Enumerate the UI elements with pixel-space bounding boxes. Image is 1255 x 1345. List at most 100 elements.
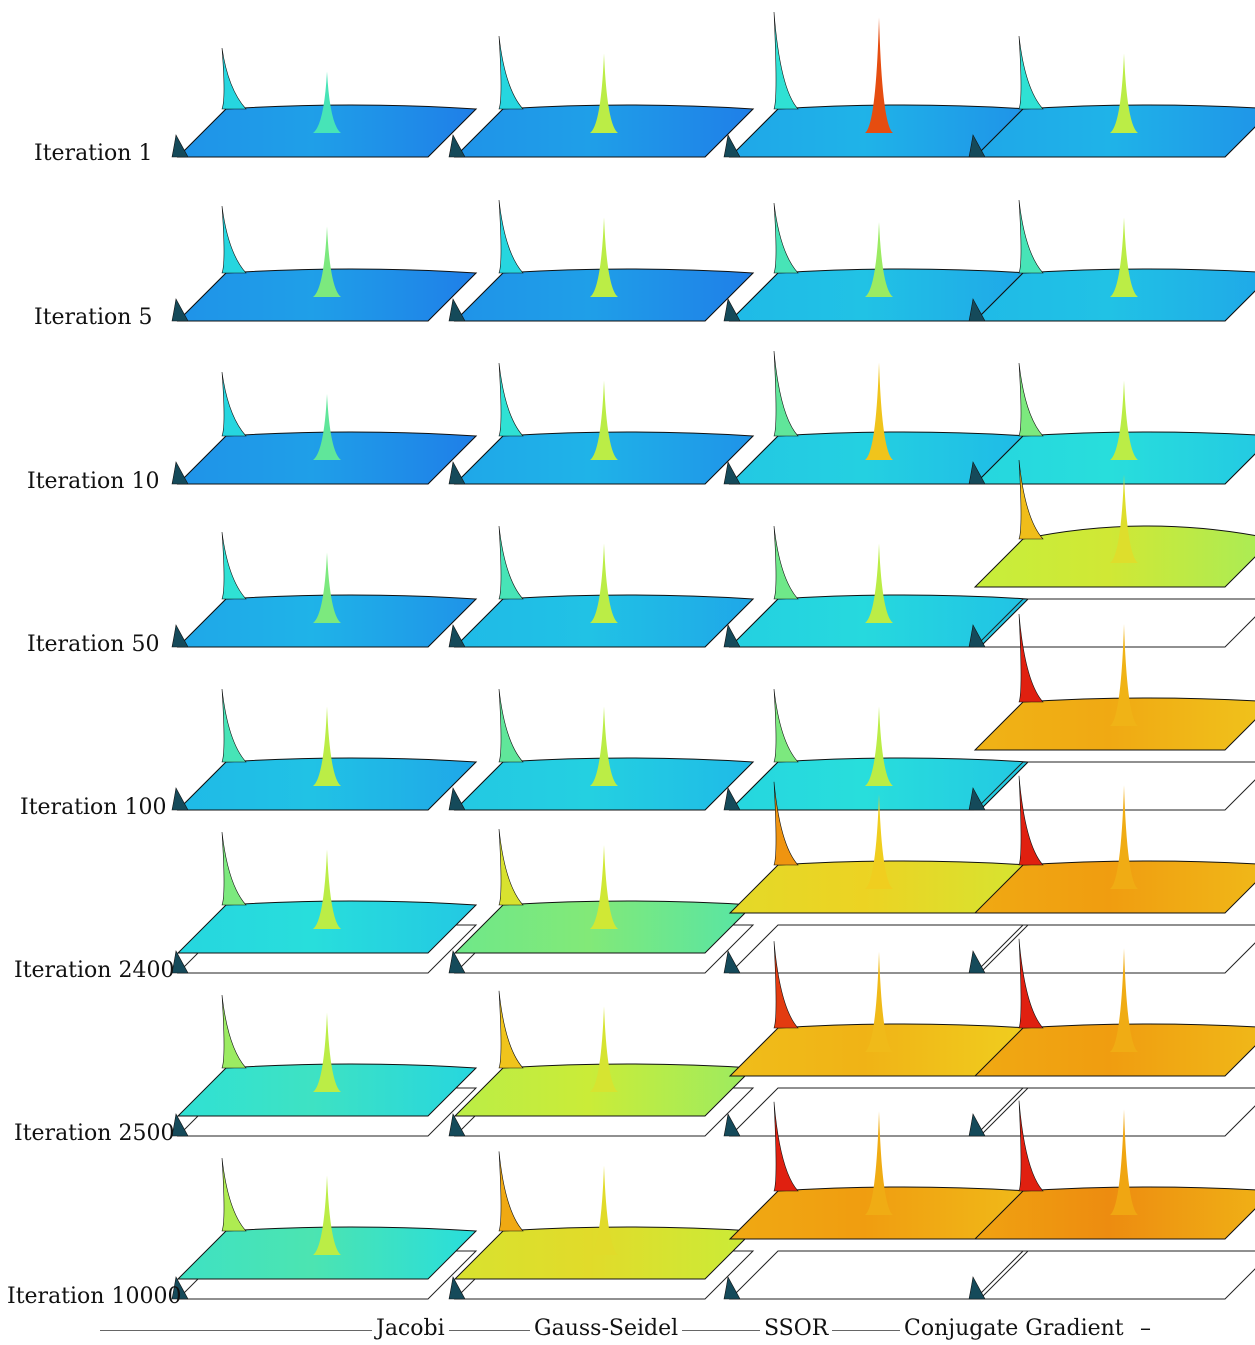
- boundary-spike: [773, 202, 799, 274]
- boundary-spike: [1018, 1100, 1044, 1192]
- center-peak: [313, 552, 341, 623]
- row-label-1: Iteration 1: [34, 141, 153, 166]
- corner-spike: [171, 134, 189, 158]
- boundary-spike: [221, 994, 247, 1069]
- corner-spike: [171, 1276, 189, 1300]
- surface-panel: [968, 1100, 1255, 1300]
- boundary-spike: [221, 1157, 247, 1232]
- center-peak: [590, 1165, 618, 1255]
- boundary-spike: [498, 990, 524, 1069]
- surface-panel: [448, 688, 755, 811]
- surface-panel: [968, 613, 1255, 811]
- center-peak: [1110, 217, 1138, 297]
- corner-spike: [171, 787, 189, 811]
- corner-spike: [723, 1113, 741, 1137]
- boundary-spike: [498, 199, 524, 274]
- boundary-spike: [773, 688, 799, 763]
- corner-spike: [968, 624, 986, 648]
- center-peak: [313, 71, 341, 133]
- center-peak: [865, 17, 893, 133]
- surface-panel: [448, 828, 755, 974]
- corner-spike: [448, 624, 466, 648]
- boundary-spike: [221, 831, 247, 906]
- center-peak: [1110, 1109, 1138, 1215]
- surface-panel: [723, 1101, 1030, 1300]
- corner-spike: [968, 1276, 986, 1300]
- boundary-spike: [773, 525, 799, 600]
- row-label-50: Iteration 50: [27, 632, 160, 657]
- center-peak: [590, 845, 618, 929]
- corner-spike: [448, 1113, 466, 1137]
- corner-spike: [723, 624, 741, 648]
- boundary-spike: [498, 362, 524, 437]
- center-peak: [590, 380, 618, 460]
- corner-spike: [171, 624, 189, 648]
- surface-panel: [448, 35, 755, 158]
- surface-panel: [448, 1151, 755, 1300]
- surface-panel: [968, 459, 1255, 648]
- row-label-2500: Iteration 2500: [14, 1121, 175, 1146]
- corner-spike: [968, 298, 986, 322]
- corner-spike: [448, 461, 466, 485]
- surface-panel: [968, 775, 1255, 974]
- boundary-spike: [498, 1151, 524, 1232]
- corner-spike: [448, 1276, 466, 1300]
- surface-panel: [171, 688, 478, 811]
- center-peak: [590, 217, 618, 297]
- boundary-spike: [1018, 938, 1044, 1029]
- boundary-spike: [1018, 775, 1044, 866]
- boundary-spike: [1018, 459, 1044, 540]
- corner-spike: [723, 134, 741, 158]
- boundary-spike: [498, 828, 524, 906]
- method-label-ssor: SSOR: [760, 1316, 833, 1341]
- surface-panel: [171, 1157, 478, 1300]
- center-peak: [865, 951, 893, 1052]
- corner-spike: [968, 1113, 986, 1137]
- base-plane: [973, 761, 1255, 811]
- corner-spike: [448, 950, 466, 974]
- center-peak: [313, 394, 341, 460]
- corner-spike: [968, 787, 986, 811]
- corner-spike: [448, 787, 466, 811]
- center-peak: [313, 706, 341, 786]
- boundary-spike: [773, 781, 799, 866]
- center-peak: [590, 53, 618, 133]
- surface-panel: [171, 205, 478, 322]
- surface-panel: [723, 688, 1030, 811]
- surface-panel: [448, 362, 755, 485]
- center-peak: [313, 849, 341, 929]
- corner-spike: [968, 950, 986, 974]
- boundary-spike: [498, 35, 524, 110]
- row-label-10: Iteration 10: [27, 469, 160, 494]
- corner-spike: [171, 950, 189, 974]
- surface-panel: [968, 362, 1255, 485]
- row-label-100: Iteration 100: [20, 795, 167, 820]
- boundary-spike: [221, 371, 247, 437]
- center-peak: [590, 543, 618, 623]
- surface-panel: [448, 199, 755, 322]
- corner-spike: [171, 298, 189, 322]
- boundary-spike: [498, 688, 524, 763]
- boundary-spike: [1018, 362, 1044, 437]
- center-peak: [1110, 53, 1138, 133]
- base-plane: [973, 924, 1255, 974]
- center-peak: [865, 543, 893, 623]
- boundary-spike: [221, 531, 247, 600]
- boundary-spike: [773, 11, 799, 110]
- corner-spike: [171, 1113, 189, 1137]
- center-peak: [865, 794, 893, 889]
- surface-panel: [171, 371, 478, 485]
- surface-panel: [723, 202, 1030, 322]
- center-peak: [313, 1012, 341, 1092]
- row-label-5: Iteration 5: [34, 305, 153, 330]
- method-label-jacobi: Jacobi: [372, 1316, 449, 1341]
- center-peak: [313, 1175, 341, 1255]
- base-plane: [973, 1250, 1255, 1300]
- row-label-10000: Iteration 10000: [7, 1284, 182, 1309]
- corner-spike: [968, 134, 986, 158]
- trailing-mark: –: [1136, 1316, 1155, 1341]
- center-peak: [590, 706, 618, 786]
- center-peak: [1110, 624, 1138, 726]
- boundary-spike: [773, 1101, 799, 1192]
- row-label-2400: Iteration 2400: [14, 958, 175, 983]
